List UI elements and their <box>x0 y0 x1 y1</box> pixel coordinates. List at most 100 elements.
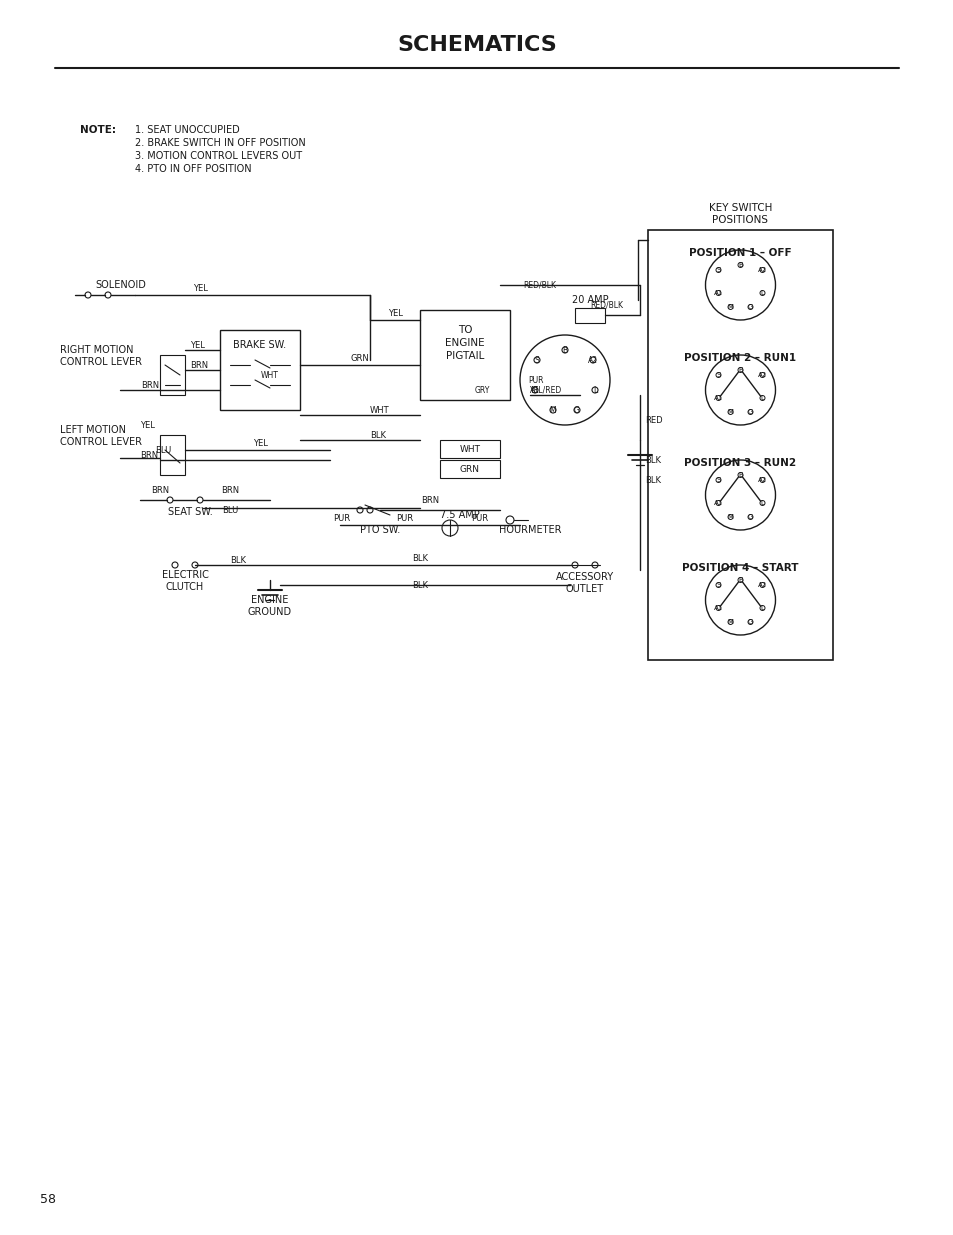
Text: BRN: BRN <box>151 485 169 494</box>
Text: A2: A2 <box>757 267 766 273</box>
Text: PIGTAIL: PIGTAIL <box>445 351 484 361</box>
Text: GROUND: GROUND <box>248 606 292 618</box>
Circle shape <box>705 564 775 635</box>
Text: WHT: WHT <box>261 370 278 379</box>
Circle shape <box>367 508 373 513</box>
Text: B: B <box>738 367 742 373</box>
Text: ENGINE: ENGINE <box>445 338 484 348</box>
Circle shape <box>716 290 720 295</box>
Text: PTO SW.: PTO SW. <box>359 525 399 535</box>
Text: A1: A1 <box>713 395 722 401</box>
Text: WHT: WHT <box>370 405 389 415</box>
Circle shape <box>747 515 752 520</box>
Circle shape <box>196 496 203 503</box>
FancyBboxPatch shape <box>575 308 604 324</box>
Text: YEL/RED: YEL/RED <box>530 385 561 394</box>
Text: M: M <box>727 514 733 520</box>
Circle shape <box>738 368 742 373</box>
Text: TO: TO <box>457 325 472 335</box>
Text: M: M <box>727 619 733 625</box>
Circle shape <box>716 583 720 588</box>
Text: A1: A1 <box>713 290 722 296</box>
Circle shape <box>167 496 172 503</box>
Text: CONTROL LEVER: CONTROL LEVER <box>60 357 142 367</box>
FancyBboxPatch shape <box>160 435 185 475</box>
Text: A2: A2 <box>757 477 766 483</box>
Text: CONTROL LEVER: CONTROL LEVER <box>60 437 142 447</box>
Circle shape <box>738 578 742 583</box>
Circle shape <box>747 620 752 625</box>
Text: BLK: BLK <box>370 431 386 440</box>
Text: B: B <box>562 346 567 354</box>
Circle shape <box>172 562 178 568</box>
FancyBboxPatch shape <box>220 330 299 410</box>
Text: POSITION 3 – RUN2: POSITION 3 – RUN2 <box>683 458 796 468</box>
Circle shape <box>105 291 111 298</box>
Circle shape <box>716 500 720 505</box>
Text: S: S <box>534 356 538 364</box>
Text: BRN: BRN <box>140 451 158 459</box>
Circle shape <box>589 357 596 363</box>
Circle shape <box>747 410 752 415</box>
Text: CLUTCH: CLUTCH <box>166 582 204 592</box>
Circle shape <box>716 268 720 273</box>
Circle shape <box>760 290 764 295</box>
Circle shape <box>592 387 598 393</box>
Circle shape <box>760 583 764 588</box>
Text: 7.5 AMP: 7.5 AMP <box>439 510 479 520</box>
Circle shape <box>716 478 720 483</box>
Text: S: S <box>716 372 720 378</box>
Text: POSITION 4 – START: POSITION 4 – START <box>681 563 798 573</box>
Text: 3. MOTION CONTROL LEVERS OUT: 3. MOTION CONTROL LEVERS OUT <box>135 151 302 161</box>
Circle shape <box>727 515 732 520</box>
Text: BLK: BLK <box>412 553 428 562</box>
Text: BLU: BLU <box>222 505 238 515</box>
Circle shape <box>727 620 732 625</box>
Circle shape <box>747 305 752 310</box>
Text: BLK: BLK <box>412 580 428 589</box>
Text: 58: 58 <box>40 1193 56 1207</box>
Text: B: B <box>738 472 742 478</box>
Text: L: L <box>760 395 763 401</box>
Circle shape <box>760 500 764 505</box>
Text: BRN: BRN <box>141 380 159 389</box>
Circle shape <box>550 408 556 412</box>
Text: BLK: BLK <box>230 556 246 564</box>
Text: A2: A2 <box>757 372 766 378</box>
Circle shape <box>574 408 579 412</box>
Text: BRN: BRN <box>190 361 208 369</box>
Text: G: G <box>747 304 753 310</box>
Text: RIGHT MOTION: RIGHT MOTION <box>60 345 133 354</box>
FancyBboxPatch shape <box>160 354 185 395</box>
Text: BRN: BRN <box>221 485 239 494</box>
Circle shape <box>760 478 764 483</box>
Text: YEL: YEL <box>190 341 205 350</box>
Text: 1. SEAT UNOCCUPIED: 1. SEAT UNOCCUPIED <box>135 125 239 135</box>
Text: BLK: BLK <box>644 475 660 484</box>
Circle shape <box>441 520 457 536</box>
Text: M: M <box>549 405 556 415</box>
Text: M: M <box>727 409 733 415</box>
Circle shape <box>716 395 720 400</box>
Text: S: S <box>716 582 720 588</box>
Text: ENGINE: ENGINE <box>251 595 289 605</box>
Circle shape <box>705 249 775 320</box>
Text: BRN: BRN <box>420 495 438 505</box>
Circle shape <box>760 373 764 378</box>
Text: S: S <box>716 267 720 273</box>
Circle shape <box>356 508 363 513</box>
Text: POSITIONS: POSITIONS <box>712 215 768 225</box>
Circle shape <box>716 605 720 610</box>
Text: YEL: YEL <box>253 438 267 447</box>
Text: A2: A2 <box>587 356 598 364</box>
Text: PUR: PUR <box>396 514 414 522</box>
Circle shape <box>592 562 598 568</box>
Circle shape <box>727 305 732 310</box>
Text: L: L <box>760 605 763 611</box>
Text: BLU: BLU <box>154 446 172 454</box>
Text: NOTE:: NOTE: <box>80 125 116 135</box>
Text: ELECTRIC: ELECTRIC <box>161 571 208 580</box>
Text: L: L <box>760 500 763 506</box>
Text: 2. BRAKE SWITCH IN OFF POSITION: 2. BRAKE SWITCH IN OFF POSITION <box>135 138 305 148</box>
Text: GRN: GRN <box>459 464 479 473</box>
